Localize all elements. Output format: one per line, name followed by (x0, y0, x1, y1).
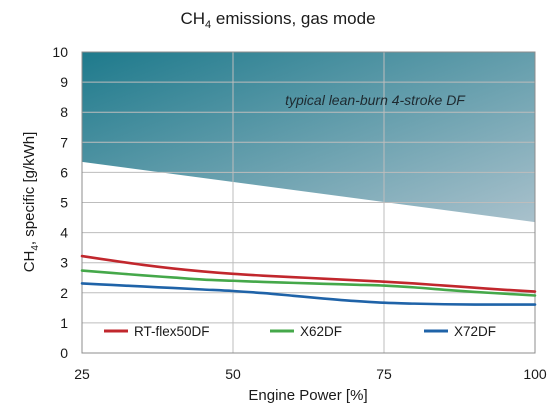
plot-frame (81, 51, 536, 354)
legend-label: X72DF (454, 324, 496, 339)
x-tick-label: 25 (74, 366, 90, 382)
y-tick-label: 0 (60, 345, 68, 361)
gridlines (82, 52, 535, 353)
x-tick-label: 100 (523, 366, 547, 382)
y-tick-label: 8 (60, 104, 68, 120)
x-axis-label: Engine Power [%] (248, 387, 367, 404)
y-tick-label: 1 (60, 315, 68, 331)
series-lines (80, 254, 537, 306)
legend: RT-flex50DF X62DF X72DF (104, 324, 496, 339)
x-tick-labels: 25 50 75 100 (74, 366, 547, 382)
y-tick-label: 10 (52, 44, 68, 60)
y-tick-label: 5 (60, 195, 68, 211)
chart-title: CH4 emissions, gas mode (180, 9, 375, 31)
y-axis-label: CH4, specific [g/kWh] (21, 132, 41, 273)
x-tick-label: 75 (376, 366, 392, 382)
x-tick-label: 50 (225, 366, 241, 382)
series-line-0 (80, 254, 537, 293)
shaded-region-label: typical lean-burn 4-stroke DF (285, 92, 466, 108)
y-tick-label: 9 (60, 74, 68, 90)
y-tick-labels: 0 1 2 3 4 5 6 7 8 9 10 (52, 44, 68, 361)
y-tick-label: 2 (60, 285, 68, 301)
y-tick-label: 6 (60, 164, 68, 180)
legend-label: X62DF (300, 324, 342, 339)
shaded-region-group (82, 52, 535, 223)
y-tick-label: 3 (60, 255, 68, 271)
y-tick-label: 4 (60, 225, 68, 241)
series-line-1 (80, 269, 537, 297)
shaded-region (82, 52, 535, 223)
legend-label: RT-flex50DF (134, 324, 210, 339)
series-line-2 (80, 282, 537, 306)
y-tick-label: 7 (60, 134, 68, 150)
